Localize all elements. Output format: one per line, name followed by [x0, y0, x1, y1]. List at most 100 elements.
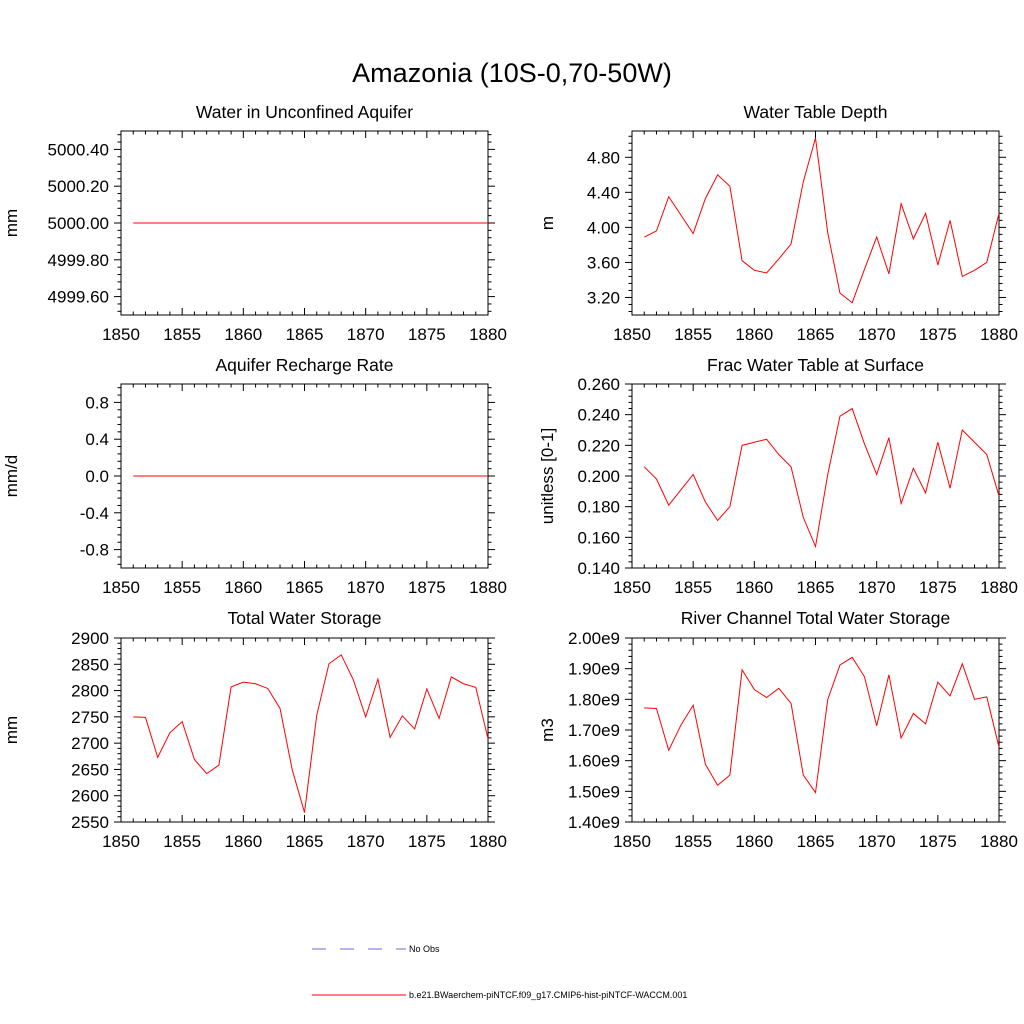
series-line: [643, 407, 1000, 549]
y-axis-label: mm/d: [2, 455, 21, 498]
x-tick-label: 1865: [286, 832, 324, 851]
x-tick-label: 1880: [469, 832, 507, 851]
y-tick-label: 0.260: [577, 375, 620, 394]
x-tick-label: 1865: [797, 578, 835, 597]
y-tick-label: 4.40: [587, 183, 620, 202]
x-tick-label: 1855: [674, 325, 712, 344]
legend-label-no-obs: No Obs: [409, 944, 440, 954]
y-tick-label: -0.8: [80, 541, 109, 560]
x-tick-label: 1875: [408, 832, 446, 851]
y-tick-label: -0.4: [80, 504, 109, 523]
y-tick-label: 1.90e9: [568, 660, 620, 679]
y-tick-label: 3.20: [587, 288, 620, 307]
x-tick-label: 1865: [286, 325, 324, 344]
x-tick-label: 1850: [613, 832, 651, 851]
y-tick-label: 0.240: [577, 406, 620, 425]
y-tick-label: 4.00: [587, 218, 620, 237]
y-tick-label: 4999.60: [48, 288, 109, 307]
panel-4: Frac Water Table at Surface 1850 1855 1860 1…: [538, 355, 1018, 597]
figure-title: Amazonia (10S-0,70-50W): [352, 58, 672, 88]
y-tick-label: 2650: [71, 760, 109, 779]
x-tick-label: 1870: [347, 325, 385, 344]
x-tick-label: 1855: [163, 578, 201, 597]
x-tick-label: 1880: [469, 325, 507, 344]
y-tick-label: 2600: [71, 787, 109, 806]
y-tick-label: 4999.80: [48, 251, 109, 270]
x-tick-label: 1850: [613, 578, 651, 597]
y-tick-label: 2550: [71, 813, 109, 832]
y-axis-label: m3: [538, 718, 557, 742]
panel-2: Water Table Depth 1850 1855 1860 1865 1870 187…: [538, 102, 1018, 344]
y-tick-label: 4.80: [587, 148, 620, 167]
panel-title: Frac Water Table at Surface: [707, 355, 924, 375]
y-tick-label: 0.180: [577, 498, 620, 517]
y-tick-label: 2.00e9: [568, 629, 620, 648]
y-tick-label: 0.0: [85, 467, 109, 486]
series-line: [644, 137, 1000, 304]
y-tick-label: 2900: [71, 629, 109, 648]
x-tick-label: 1865: [286, 578, 324, 597]
x-tick-label: 1870: [858, 832, 896, 851]
x-tick-label: 1870: [347, 578, 385, 597]
x-tick-label: 1855: [163, 832, 201, 851]
panel-title: Water Table Depth: [744, 102, 888, 122]
series-line: [133, 654, 489, 813]
x-tick-label: 1855: [163, 325, 201, 344]
x-tick-label: 1850: [102, 325, 140, 344]
x-tick-label: 1860: [735, 578, 773, 597]
x-tick-label: 1880: [469, 578, 507, 597]
y-tick-label: 0.220: [577, 436, 620, 455]
x-tick-label: 1870: [858, 325, 896, 344]
panel-6: River Channel Total Water Storage 1850 185…: [538, 608, 1018, 851]
panel-title: Water in Unconfined Aquifer: [196, 102, 413, 122]
x-tick-label: 1875: [919, 832, 957, 851]
x-tick-label: 1860: [735, 325, 773, 344]
y-tick-label: 2850: [71, 655, 109, 674]
legend: No Obs b.e21.BWaerchem-piNTCF.f09_g17.CM…: [312, 944, 687, 1000]
x-tick-label: 1880: [980, 832, 1018, 851]
x-tick-label: 1860: [224, 578, 262, 597]
x-tick-label: 1850: [102, 832, 140, 851]
x-tick-label: 1880: [980, 578, 1018, 597]
y-tick-label: 0.8: [85, 393, 109, 412]
x-tick-label: 1875: [408, 325, 446, 344]
y-tick-label: 2750: [71, 708, 109, 727]
y-tick-label: 1.60e9: [568, 752, 620, 771]
y-tick-label: 3.60: [587, 253, 620, 272]
x-tick-label: 1860: [735, 832, 773, 851]
y-axis-label: m: [538, 216, 557, 230]
x-tick-label: 1870: [858, 578, 896, 597]
y-tick-label: 5000.40: [48, 140, 109, 159]
x-tick-label: 1865: [797, 832, 835, 851]
y-tick-label: 1.70e9: [568, 721, 620, 740]
x-tick-label: 1855: [674, 578, 712, 597]
panel-1: Water in Unconfined Aquifer 1850 1855 1860 1…: [2, 102, 507, 344]
x-tick-label: 1850: [613, 325, 651, 344]
series-line: [644, 656, 1000, 794]
x-tick-label: 1875: [408, 578, 446, 597]
x-tick-label: 1870: [347, 832, 385, 851]
y-tick-label: 5000.20: [48, 177, 109, 196]
y-tick-label: 0.4: [85, 430, 109, 449]
y-tick-label: 0.140: [577, 559, 620, 578]
plot-frame: [120, 637, 489, 823]
panel-title: Aquifer Recharge Rate: [215, 355, 393, 375]
y-axis-label: mm: [2, 716, 21, 744]
x-tick-label: 1875: [919, 578, 957, 597]
plot-frame: [631, 637, 1000, 823]
x-tick-label: 1860: [224, 325, 262, 344]
x-tick-label: 1850: [102, 578, 140, 597]
x-tick-label: 1875: [919, 325, 957, 344]
y-axis-label: unitless [0-1]: [538, 428, 557, 524]
x-tick-label: 1860: [224, 832, 262, 851]
panel-title: River Channel Total Water Storage: [681, 608, 950, 628]
y-tick-label: 5000.00: [48, 214, 109, 233]
panel-title: Total Water Storage: [227, 608, 381, 628]
y-tick-label: 2800: [71, 682, 109, 701]
y-tick-label: 1.40e9: [568, 813, 620, 832]
x-tick-label: 1880: [980, 325, 1018, 344]
y-tick-label: 2700: [71, 734, 109, 753]
x-tick-label: 1865: [797, 325, 835, 344]
plot-frame: [631, 383, 1000, 569]
